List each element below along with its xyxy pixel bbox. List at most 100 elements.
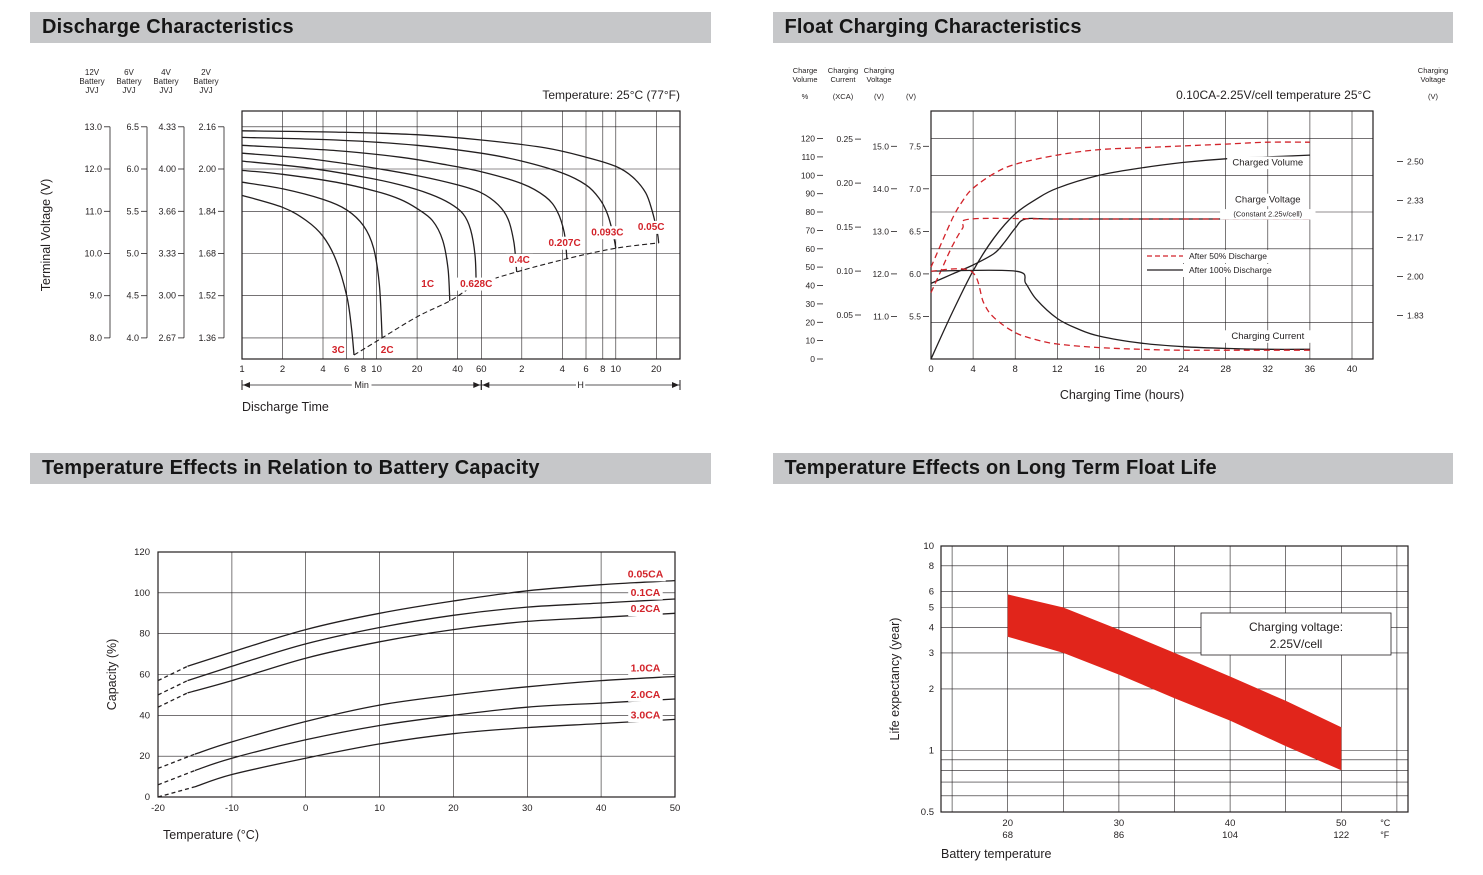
svg-text:0.1CA: 0.1CA bbox=[631, 586, 661, 598]
svg-text:12V: 12V bbox=[85, 68, 100, 77]
svg-text:0.05: 0.05 bbox=[836, 310, 853, 320]
svg-text:4: 4 bbox=[320, 364, 325, 375]
section-header-bar: Temperature Effects in Relation to Batte… bbox=[30, 452, 711, 484]
svg-text:2.50: 2.50 bbox=[1407, 157, 1424, 167]
svg-text:Terminal Voltage (V): Terminal Voltage (V) bbox=[39, 179, 53, 292]
svg-text:30: 30 bbox=[1113, 818, 1124, 829]
section-header-bar: Temperature Effects on Long Term Float L… bbox=[772, 452, 1453, 484]
svg-text:8: 8 bbox=[1012, 364, 1017, 375]
svg-text:10.0: 10.0 bbox=[84, 249, 102, 259]
svg-text:13.0: 13.0 bbox=[84, 122, 102, 132]
svg-text:3.0CA: 3.0CA bbox=[631, 709, 661, 721]
svg-text:3.33: 3.33 bbox=[158, 249, 176, 259]
svg-text:6: 6 bbox=[928, 586, 933, 597]
svg-text:JVJ: JVJ bbox=[159, 86, 172, 95]
svg-text:0.05CA: 0.05CA bbox=[628, 568, 664, 580]
chart-container: 0 4 8 12 16 20 24 28 32 36 40 Charge Volume% 120 110 10… bbox=[773, 43, 1454, 422]
svg-text:2C: 2C bbox=[381, 345, 394, 356]
svg-text:2: 2 bbox=[280, 364, 285, 375]
svg-text:24: 24 bbox=[1178, 364, 1189, 375]
svg-text:Charging: Charging bbox=[863, 66, 893, 75]
svg-text:40: 40 bbox=[805, 281, 815, 291]
svg-text:20: 20 bbox=[448, 803, 459, 814]
temperature-capacity-chart: -20 -10 0 10 20 30 40 50 0 20 40 60 80 100 120 0.05CA 0.… bbox=[105, 547, 680, 842]
svg-text:3: 3 bbox=[928, 647, 933, 658]
svg-text:3C: 3C bbox=[332, 345, 345, 356]
svg-text:40: 40 bbox=[596, 803, 607, 814]
section-float-life: Temperature Effects on Long Term Float L… bbox=[772, 452, 1454, 868]
svg-text:4.33: 4.33 bbox=[158, 122, 176, 132]
svg-text:5.5: 5.5 bbox=[126, 206, 139, 216]
section-temperature-capacity: Temperature Effects in Relation to Batte… bbox=[30, 452, 711, 868]
svg-text:8: 8 bbox=[361, 364, 366, 375]
svg-text:20: 20 bbox=[1136, 364, 1147, 375]
svg-text:1.83: 1.83 bbox=[1407, 311, 1424, 321]
chart-container: -20 -10 0 10 20 30 40 50 0 20 40 60 80 100 120 0.05CA 0.… bbox=[30, 484, 711, 859]
svg-text:5: 5 bbox=[928, 602, 933, 613]
svg-text:9.0: 9.0 bbox=[89, 291, 102, 301]
svg-text:1: 1 bbox=[239, 364, 244, 375]
svg-text:6.0: 6.0 bbox=[909, 269, 921, 279]
svg-text:70: 70 bbox=[805, 225, 815, 235]
svg-text:(V): (V) bbox=[906, 92, 917, 101]
svg-text:90: 90 bbox=[805, 189, 815, 199]
svg-text:-10: -10 bbox=[225, 803, 239, 814]
svg-text:4V: 4V bbox=[161, 68, 171, 77]
section-discharge-characteristics: Discharge Characteristics 1 2 4 6 8 10 20 40 60 2… bbox=[30, 12, 711, 427]
svg-text:12.0: 12.0 bbox=[84, 164, 102, 174]
svg-text:After 100% Discharge: After 100% Discharge bbox=[1189, 265, 1272, 275]
svg-text:°F: °F bbox=[1380, 830, 1390, 840]
svg-text:30: 30 bbox=[522, 803, 533, 814]
discharge-characteristics-chart: 1 2 4 6 8 10 20 40 60 2 4 6 8 10 2012VBatteryJVJ13.012… bbox=[39, 68, 681, 414]
svg-text:Min: Min bbox=[354, 380, 369, 390]
svg-text:20: 20 bbox=[1002, 818, 1013, 829]
svg-text:2.33: 2.33 bbox=[1407, 196, 1424, 206]
svg-text:12: 12 bbox=[1052, 364, 1063, 375]
chart-container: 10 8 6 5 4 3 2 1 0.5 20 68 30 86 40 104 50 122 °C °F Chargi… bbox=[773, 484, 1454, 868]
svg-text:2.17: 2.17 bbox=[1407, 232, 1424, 242]
svg-text:15.0: 15.0 bbox=[872, 141, 889, 151]
svg-text:Charged Volume: Charged Volume bbox=[1232, 157, 1303, 168]
svg-text:12.0: 12.0 bbox=[872, 269, 889, 279]
svg-text:4.5: 4.5 bbox=[126, 291, 139, 301]
svg-text:120: 120 bbox=[800, 134, 814, 144]
svg-text:Volume: Volume bbox=[792, 75, 817, 84]
svg-text:6.5: 6.5 bbox=[126, 122, 139, 132]
svg-text:Charging: Charging bbox=[827, 66, 857, 75]
svg-text:Charging Time (hours): Charging Time (hours) bbox=[1059, 388, 1183, 402]
svg-text:14.0: 14.0 bbox=[872, 184, 889, 194]
section-float-charging: Float Charging Characteristics 0 4 8 12 16 20… bbox=[772, 12, 1454, 427]
svg-text:60: 60 bbox=[476, 364, 487, 375]
svg-text:20: 20 bbox=[651, 364, 662, 375]
svg-text:0.15: 0.15 bbox=[836, 222, 853, 232]
svg-text:0.05C: 0.05C bbox=[638, 222, 665, 233]
svg-text:2V: 2V bbox=[201, 68, 211, 77]
svg-text:JVJ: JVJ bbox=[85, 86, 98, 95]
svg-text:60: 60 bbox=[139, 669, 150, 680]
section-title: Temperature Effects in Relation to Batte… bbox=[42, 456, 540, 479]
svg-text:2.25V/cell: 2.25V/cell bbox=[1269, 637, 1322, 651]
svg-text:20: 20 bbox=[412, 364, 423, 375]
svg-text:4.00: 4.00 bbox=[158, 164, 176, 174]
svg-text:11.0: 11.0 bbox=[873, 312, 889, 322]
svg-text:6.0: 6.0 bbox=[126, 164, 139, 174]
svg-text:JVJ: JVJ bbox=[199, 86, 212, 95]
svg-text:Discharge Time: Discharge Time bbox=[242, 400, 329, 414]
svg-text:30: 30 bbox=[805, 299, 815, 309]
svg-text:Life expectancy (year): Life expectancy (year) bbox=[888, 617, 902, 740]
svg-text:20: 20 bbox=[805, 317, 815, 327]
svg-text:8: 8 bbox=[928, 560, 933, 571]
svg-text:H: H bbox=[577, 380, 584, 390]
svg-text:60: 60 bbox=[805, 244, 815, 254]
svg-text:1.36: 1.36 bbox=[198, 333, 216, 343]
section-title: Discharge Characteristics bbox=[42, 16, 294, 38]
svg-text:0: 0 bbox=[928, 364, 933, 375]
svg-text:16: 16 bbox=[1094, 364, 1105, 375]
svg-text:(Constant 2.25v/cell): (Constant 2.25v/cell) bbox=[1233, 209, 1302, 218]
svg-text:7.5: 7.5 bbox=[909, 141, 921, 151]
svg-text:28: 28 bbox=[1220, 364, 1231, 375]
svg-text:120: 120 bbox=[134, 547, 150, 558]
svg-text:6: 6 bbox=[344, 364, 349, 375]
svg-text:6: 6 bbox=[583, 364, 588, 375]
